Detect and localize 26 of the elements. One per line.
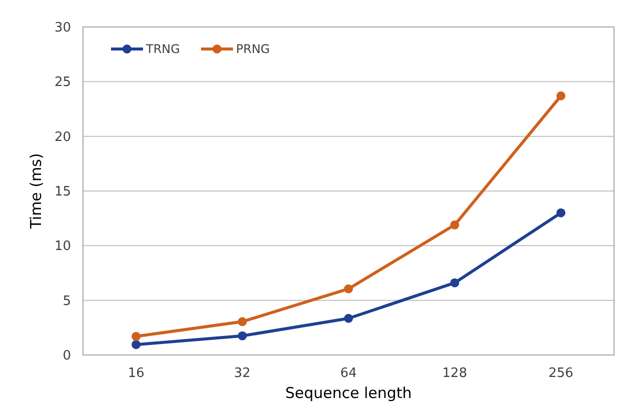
point: [344, 314, 353, 323]
y-tick-label: 25: [54, 75, 71, 90]
point: [556, 208, 566, 218]
point: [450, 278, 460, 288]
point: [132, 340, 141, 350]
x-tick-label: 16: [128, 366, 144, 381]
x-tick-label: 256: [548, 366, 574, 381]
legend-label: PRNG: [236, 42, 270, 56]
x-tick-label: 128: [442, 366, 468, 381]
x-tick-label: 64: [340, 366, 357, 381]
legend-label: TRNG: [145, 42, 180, 56]
point: [238, 317, 247, 326]
y-tick-label: 15: [54, 184, 71, 200]
y-tick-label: 10: [54, 239, 71, 254]
y-tick-label: 0: [62, 348, 71, 364]
point: [344, 284, 353, 294]
x-tick-label: 32: [234, 366, 251, 381]
point: [450, 220, 460, 230]
x-axis-title: Sequence length: [285, 384, 412, 402]
y-tick-label: 5: [62, 294, 71, 309]
point: [556, 91, 566, 100]
y-axis-title: Time (ms): [27, 153, 45, 230]
y-tick-label: 30: [54, 20, 71, 36]
point: [132, 332, 141, 341]
point: [238, 331, 247, 340]
y-tick-label: 20: [54, 130, 71, 145]
